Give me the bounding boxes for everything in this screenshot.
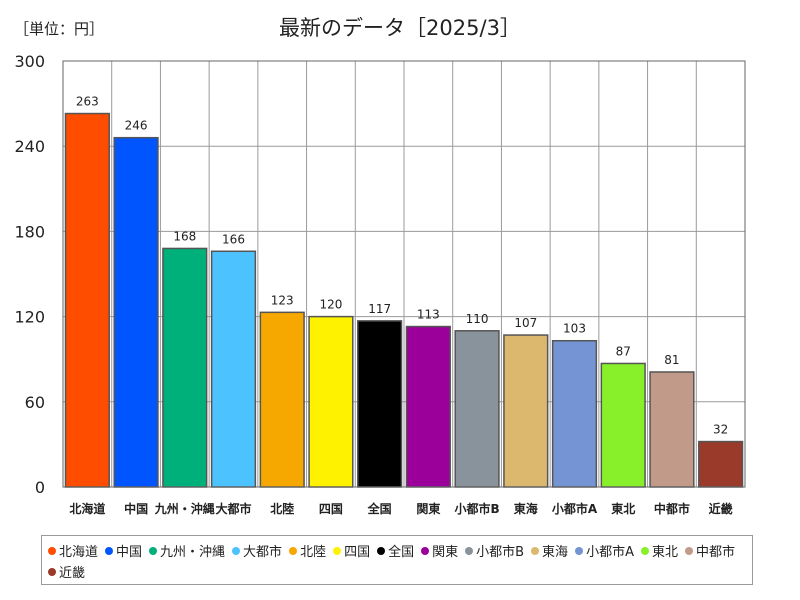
- x-tick-label: 大都市: [215, 501, 251, 516]
- legend-label: 小都市A: [586, 545, 634, 560]
- legend-label: 関東: [432, 545, 459, 560]
- bar: [503, 334, 549, 488]
- legend: 北海道 中国 九州・沖縄 大都市 北陸 四国 全国 関東 小都市B 東海 小都市A 東北 中都市近畿: [41, 535, 753, 585]
- bar: [210, 250, 257, 488]
- data-label: 107: [514, 316, 537, 330]
- legend-item: 中都市: [684, 540, 735, 561]
- plot-frame: [62, 60, 746, 488]
- legend-item: 大都市: [232, 540, 282, 561]
- y-tick-label: 240: [14, 137, 45, 156]
- legend-label: 北海道: [59, 545, 99, 560]
- legend-item: 北海道: [48, 540, 98, 561]
- legend-swatch: [531, 546, 540, 555]
- legend-label: 東海: [542, 545, 569, 560]
- legend-item: 北陸: [289, 540, 326, 561]
- y-tick-label: 60: [25, 393, 45, 412]
- data-label: 81: [664, 353, 679, 367]
- bar: [698, 440, 744, 488]
- data-label: 120: [319, 298, 342, 312]
- legend-item: 小都市A: [575, 540, 634, 561]
- legend-label: 大都市: [243, 545, 283, 560]
- legend-item: 東海: [531, 540, 568, 561]
- bar: [113, 136, 159, 488]
- legend-swatch: [640, 546, 649, 555]
- data-label: 103: [563, 322, 586, 336]
- chart-title: 最新のデータ［2025/3］: [279, 16, 521, 40]
- data-label: 246: [125, 119, 148, 133]
- legend-item: 中国: [105, 540, 142, 561]
- data-label: 117: [368, 302, 391, 316]
- legend-swatch: [48, 546, 56, 555]
- data-label: 168: [173, 229, 196, 243]
- x-tick-label: 北陸: [270, 501, 294, 516]
- y-tick-label: 300: [14, 52, 45, 71]
- y-tick-label: 0: [35, 478, 45, 497]
- legend-swatch: [333, 546, 342, 555]
- unit-label: ［単位：円］: [14, 20, 105, 38]
- bar: [649, 371, 695, 488]
- data-label: 166: [222, 232, 245, 246]
- y-tick-label: 120: [14, 308, 45, 327]
- legend-item: 全国: [377, 540, 414, 561]
- bar: [308, 315, 354, 488]
- data-label: 113: [417, 308, 440, 322]
- legend-label: 東北: [651, 545, 678, 560]
- legend-swatch: [421, 546, 430, 555]
- legend-swatch: [377, 546, 386, 555]
- legend-swatch: [575, 546, 584, 555]
- legend-item: 関東: [421, 540, 458, 561]
- bar: [357, 320, 403, 488]
- bar: [162, 247, 208, 488]
- x-tick-label: 北海道: [69, 501, 105, 516]
- legend-item: 四国: [333, 540, 370, 561]
- x-tick-label: 小都市A: [552, 501, 598, 516]
- legend-label: 中国: [116, 545, 143, 560]
- bar: [551, 339, 598, 488]
- x-tick-label: 中国: [124, 501, 148, 516]
- x-tick-label: 九州・沖縄: [154, 501, 215, 516]
- x-tick-label: 中都市: [654, 501, 690, 516]
- legend-label: 九州・沖縄: [160, 545, 226, 560]
- legend-swatch: [465, 546, 474, 555]
- x-tick-label: 四国: [319, 502, 343, 516]
- legend-swatch: [149, 546, 158, 555]
- legend-swatch: [105, 546, 114, 555]
- legend-item: 東北: [640, 540, 678, 561]
- legend-label: 四国: [344, 545, 371, 560]
- legend-item: 小都市B: [465, 540, 524, 561]
- bar: [454, 330, 500, 488]
- bar: [600, 362, 646, 488]
- x-tick-label: 関東: [416, 501, 440, 516]
- data-label: 123: [271, 293, 294, 307]
- x-tick-label: 東北: [611, 501, 635, 516]
- data-label: 87: [616, 344, 631, 358]
- data-label: 32: [713, 423, 728, 437]
- legend-label: 近畿: [59, 566, 86, 581]
- legend-label: 北陸: [300, 545, 327, 560]
- bar: [259, 311, 305, 488]
- data-label: 263: [76, 95, 99, 109]
- legend-swatch: [48, 567, 56, 576]
- bar: [64, 112, 110, 488]
- legend-label: 中都市: [695, 545, 735, 560]
- data-label: 110: [466, 312, 489, 326]
- x-tick-label: 近畿: [709, 501, 733, 516]
- legend-label: 小都市B: [476, 545, 525, 560]
- x-tick-label: 小都市B: [454, 501, 499, 516]
- x-tick-label: 全国: [367, 501, 392, 516]
- y-tick-label: 180: [14, 222, 45, 241]
- legend-item: 九州・沖縄: [149, 540, 225, 561]
- bar: [405, 325, 451, 488]
- legend-swatch: [289, 546, 298, 555]
- legend-item: 近畿: [48, 561, 85, 582]
- x-tick-label: 東海: [514, 501, 538, 516]
- legend-swatch: [232, 546, 241, 555]
- legend-label: 全国: [388, 545, 415, 560]
- legend-swatch: [684, 546, 693, 555]
